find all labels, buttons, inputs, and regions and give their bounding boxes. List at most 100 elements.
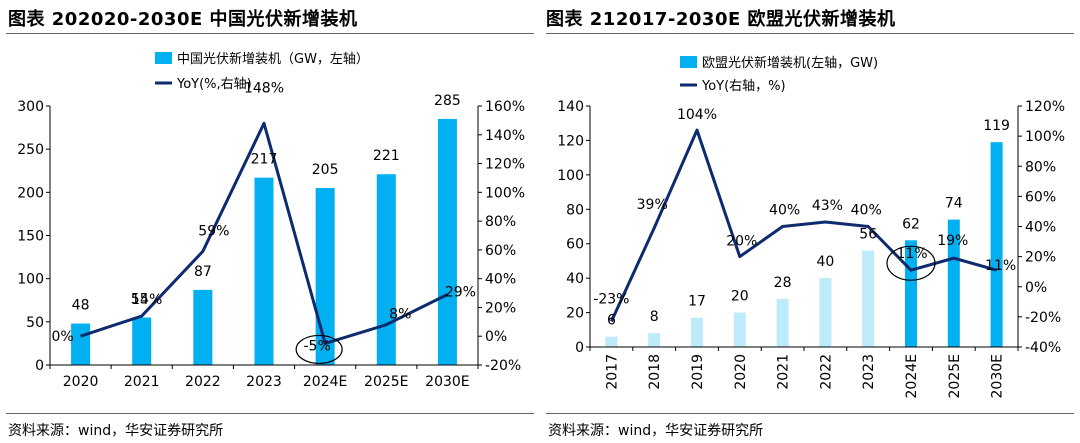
yoy-value-label: -23% <box>593 291 629 307</box>
legend-line-label: YoY(右轴，%) <box>701 79 786 94</box>
x-tick-label: 2020 <box>733 354 749 390</box>
bar-2022 <box>193 289 213 365</box>
yoy-value-label: 20% <box>726 234 757 250</box>
legend-bar-label: 欧盟光伏新增装机(左轴，GW) <box>702 55 878 71</box>
yoy-value-label: 11% <box>896 246 927 262</box>
yoy-value-label: 0% <box>51 329 73 345</box>
x-tick-label: 2020 <box>63 374 99 390</box>
x-tick-label: 2030E <box>425 374 469 390</box>
left-y-tick-label: 40 <box>566 271 584 287</box>
yoy-value-label: -5% <box>304 338 331 354</box>
x-tick-label: 2021 <box>776 354 792 390</box>
yoy-value-label: 148% <box>244 80 284 96</box>
bar-value-label: 6 <box>607 313 616 329</box>
bar-2021 <box>776 298 789 347</box>
right-y-tick-label: 60% <box>1025 189 1056 205</box>
bar-value-label: 20 <box>731 289 749 305</box>
yoy-value-label: 59% <box>198 223 229 239</box>
right-y-tick-label: 0% <box>485 329 507 345</box>
bar-2030E <box>437 118 457 365</box>
bar-2020 <box>71 323 91 365</box>
bar-2017 <box>605 336 618 347</box>
legend-bar-label: 中国光伏新增装机（GW，左轴） <box>177 51 369 67</box>
bar-value-label: 221 <box>373 148 400 164</box>
x-tick-label: 2024E <box>303 374 347 390</box>
left-y-tick-label: 100 <box>557 168 584 184</box>
x-tick-label: 2023 <box>861 354 877 390</box>
right-y-tick-label: 60% <box>485 243 516 259</box>
yoy-value-label: 11% <box>985 258 1016 274</box>
bar-2023 <box>254 177 274 365</box>
yoy-line <box>610 128 998 323</box>
left-y-tick-label: 0 <box>35 358 44 374</box>
bar-2020 <box>733 312 746 347</box>
bar-2025E <box>376 174 396 365</box>
x-tick-label: 2021 <box>124 374 160 390</box>
right-y-tick-label: 100% <box>485 185 525 201</box>
bar-2023 <box>862 250 875 347</box>
right-y-tick-label: 80% <box>1025 159 1056 175</box>
bar-value-label: 40 <box>816 254 834 270</box>
right-y-tick-label: 40% <box>1025 220 1056 236</box>
x-tick-label: 2025E <box>364 374 408 390</box>
bar-value-label: 17 <box>688 294 706 310</box>
chart-title: 图表 202020-2030E 中国光伏新增装机 <box>8 9 358 30</box>
x-tick-label: 2023 <box>246 374 282 390</box>
left-y-tick-label: 250 <box>17 142 44 158</box>
china-pv-chart: 0 50 100 150 200 250 300 -20% 0% 20% 40% 60% 80% 100%… <box>17 51 525 390</box>
legend-bar-swatch <box>680 56 697 68</box>
left-y-tick-label: 120 <box>557 133 584 149</box>
left-y-tick-label: 200 <box>17 185 44 201</box>
right-y-tick-label: 100% <box>1025 129 1065 145</box>
legend-line-label: YoY(%,右轴) <box>176 77 252 92</box>
right-y-tick-label: 140% <box>485 128 525 144</box>
yoy-value-label: 19% <box>937 233 968 249</box>
x-tick-label: 2030E <box>990 354 1006 398</box>
x-tick-label: 2018 <box>647 354 663 390</box>
right-y-tick-label: -20% <box>485 358 521 374</box>
left-y-tick-label: 150 <box>17 229 44 245</box>
source-note: 资料来源：wind，华安证券研究所 <box>548 423 764 439</box>
bar-value-label: 48 <box>72 298 90 314</box>
bar-value-label: 87 <box>194 264 212 280</box>
left-y-tick-label: 60 <box>566 237 584 253</box>
annotation-ellipse <box>295 334 343 365</box>
left-y-tick-label: 0 <box>575 340 584 356</box>
left-y-tick-label: 80 <box>566 202 584 218</box>
yoy-value-label: 39% <box>637 197 668 213</box>
bar-value-label: 285 <box>434 93 461 109</box>
bar-value-label: 217 <box>251 152 278 168</box>
left-y-tick-label: 20 <box>566 306 584 322</box>
yoy-value-label: 40% <box>769 203 800 219</box>
yoy-value-label: 40% <box>851 203 882 219</box>
right-y-tick-label: -40% <box>1025 340 1061 356</box>
right-y-tick-label: 80% <box>485 214 516 230</box>
right-y-tick-label: 160% <box>485 99 525 115</box>
right-y-tick-label: -20% <box>1025 310 1061 326</box>
left-y-tick-label: 300 <box>17 99 44 115</box>
x-tick-label: 2025E <box>947 354 963 398</box>
eu-pv-chart: 0 20 40 60 80 100 120 140 -40% -20% 0% 20% 40% 60% 80%… <box>557 55 1065 398</box>
yoy-value-label: 29% <box>445 284 476 300</box>
bar-value-label: 56 <box>859 227 877 243</box>
x-tick-label: 2024E <box>904 354 920 398</box>
left-y-tick-label: 100 <box>17 272 44 288</box>
x-tick-label: 2022 <box>818 354 834 390</box>
yoy-line <box>80 121 449 345</box>
right-y-tick-label: 20% <box>1025 250 1056 266</box>
yoy-value-label: 43% <box>812 198 843 214</box>
right-y-tick-label: 0% <box>1025 280 1047 296</box>
bar-2030E <box>990 142 1003 347</box>
bar-value-label: 62 <box>902 216 920 232</box>
legend-bar-swatch <box>155 52 172 64</box>
bar-value-label: 8 <box>650 309 659 325</box>
bar-2022 <box>819 278 832 347</box>
x-tick-label: 2019 <box>690 354 706 390</box>
yoy-value-label: 104% <box>677 107 717 123</box>
bar-value-label: 205 <box>312 162 339 178</box>
top-rule <box>546 33 1074 34</box>
bar-value-label: 55 <box>131 292 149 308</box>
right-y-tick-label: 120% <box>485 157 525 173</box>
x-tick-label: 2017 <box>604 354 620 390</box>
left-y-tick-label: 140 <box>557 99 584 115</box>
